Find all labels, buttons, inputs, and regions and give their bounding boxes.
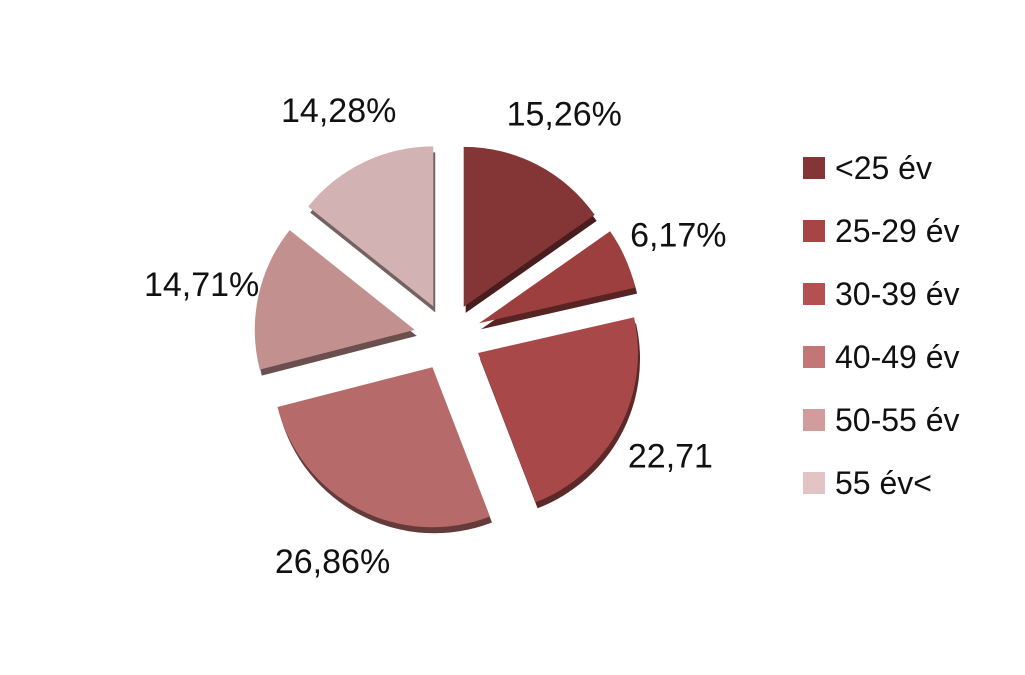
legend-label: 30-39 év <box>835 275 960 312</box>
legend-item: 40-49 év <box>803 337 960 377</box>
pie-slice <box>308 146 434 307</box>
pie-data-label: 14,28% <box>281 92 396 130</box>
pie-data-label: 15,26% <box>507 95 622 133</box>
pie-slice <box>254 230 415 370</box>
legend-swatch <box>803 220 825 242</box>
legend-item: <25 év <box>803 148 960 188</box>
legend-label: 25-29 év <box>835 212 960 249</box>
legend-swatch <box>803 283 825 305</box>
legend-item: 55 év< <box>803 463 960 503</box>
legend-swatch <box>803 346 825 368</box>
pie-data-label: 6,17% <box>630 217 726 255</box>
legend-label: <25 év <box>835 149 932 186</box>
legend-item: 25-29 év <box>803 211 960 251</box>
legend-label: 50-55 év <box>835 401 960 438</box>
pie-data-label: 14,71% <box>144 266 259 304</box>
pie-data-label: 26,86% <box>275 543 390 581</box>
pie-slice <box>277 367 490 528</box>
legend-item: 50-55 év <box>803 400 960 440</box>
legend-swatch <box>803 472 825 494</box>
pie-slice <box>478 317 639 503</box>
legend: <25 év 25-29 év 30-39 év 40-49 év 50-55 … <box>803 148 960 526</box>
pie-slice <box>463 146 595 307</box>
legend-swatch <box>803 157 825 179</box>
legend-label: 55 év< <box>835 464 932 501</box>
legend-swatch <box>803 409 825 431</box>
pie-slice <box>479 231 636 324</box>
pie-data-label: 22,71 <box>628 437 713 475</box>
legend-item: 30-39 év <box>803 274 960 314</box>
legend-label: 40-49 év <box>835 338 960 375</box>
